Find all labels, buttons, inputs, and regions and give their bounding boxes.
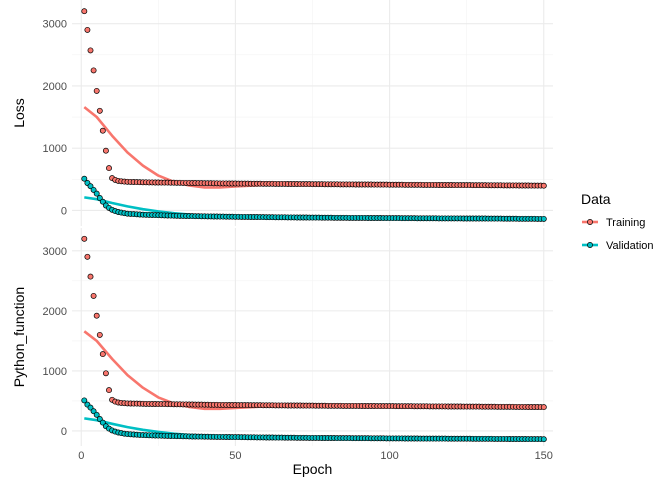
point-training <box>540 182 547 189</box>
x-tick-label: 0 <box>78 450 84 462</box>
point-training <box>84 253 91 260</box>
point-training <box>540 404 547 411</box>
x-tick-label: 150 <box>535 450 553 462</box>
y-tick-label: 0 <box>61 426 67 438</box>
point-validation <box>81 397 88 404</box>
panel-1: 0 1000 2000 3000 Loss <box>11 0 553 226</box>
legend-key-point <box>587 242 593 248</box>
panel-2: 0 1000 2000 3000 Python_function <box>11 228 553 446</box>
point-training <box>93 312 100 319</box>
point-training <box>84 26 91 33</box>
point-training <box>99 351 106 358</box>
point-training <box>99 127 106 134</box>
point-training <box>90 292 97 299</box>
y-tick-label: 3000 <box>43 246 67 258</box>
point-training <box>102 370 109 377</box>
point-training <box>90 67 97 74</box>
y-tick-label: 1000 <box>43 366 67 378</box>
point-training <box>87 47 94 54</box>
point-validation <box>540 215 547 222</box>
point-training <box>96 107 103 114</box>
point-training <box>106 387 112 394</box>
x-tick-label: 50 <box>229 450 241 462</box>
smooth-line-training <box>83 330 544 411</box>
point-validation <box>93 190 100 197</box>
legend-title: Data <box>581 191 611 207</box>
legend-label-training: Training <box>606 217 645 229</box>
y-axis-title: Python_function <box>11 287 27 387</box>
point-validation <box>90 186 97 193</box>
point-validation <box>81 175 88 182</box>
point-validation <box>99 198 106 205</box>
y-tick-label: 0 <box>61 205 67 217</box>
y-tick-label: 3000 <box>43 19 67 31</box>
point-training <box>102 147 109 154</box>
y-tick-label: 2000 <box>43 306 67 318</box>
point-training <box>106 165 112 172</box>
legend: Data Training Validation <box>581 191 654 252</box>
point-validation <box>93 411 100 418</box>
point-validation <box>87 183 94 190</box>
x-axis-title: Epoch <box>293 461 333 477</box>
point-training <box>81 8 88 15</box>
legend-label-validation: Validation <box>606 240 654 252</box>
point-training <box>87 273 94 280</box>
smooth-line-training <box>83 106 544 189</box>
x-tick-label: 100 <box>380 450 398 462</box>
point-training <box>96 331 103 338</box>
y-tick-label: 1000 <box>43 143 67 155</box>
y-tick-label: 2000 <box>43 81 67 93</box>
y-axis-title: Loss <box>11 98 27 128</box>
legend-key-point <box>587 219 593 225</box>
point-training <box>81 235 88 242</box>
point-validation <box>540 436 547 443</box>
point-training <box>93 87 100 94</box>
